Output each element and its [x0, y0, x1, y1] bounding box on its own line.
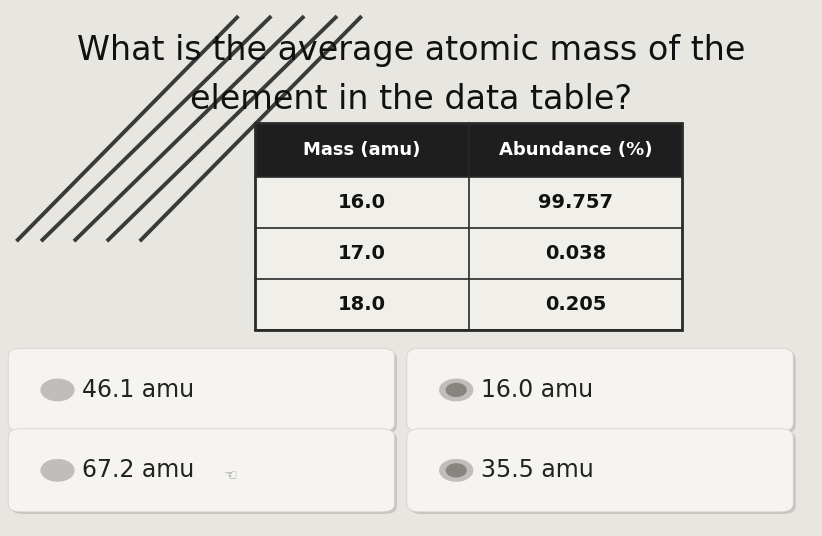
Circle shape [440, 460, 473, 481]
Text: 18.0: 18.0 [338, 295, 386, 314]
Text: 35.5 amu: 35.5 amu [481, 458, 593, 482]
Text: 67.2 amu: 67.2 amu [82, 458, 195, 482]
Circle shape [440, 379, 473, 401]
FancyBboxPatch shape [255, 123, 682, 177]
Circle shape [446, 464, 466, 477]
FancyBboxPatch shape [409, 351, 796, 434]
Text: 99.757: 99.757 [538, 193, 613, 212]
Circle shape [41, 460, 74, 481]
Text: Mass (amu): Mass (amu) [303, 141, 420, 159]
Text: 16.0: 16.0 [338, 193, 386, 212]
FancyBboxPatch shape [11, 431, 397, 514]
FancyBboxPatch shape [407, 429, 793, 512]
FancyBboxPatch shape [11, 351, 397, 434]
FancyBboxPatch shape [8, 348, 395, 431]
Text: Abundance (%): Abundance (%) [499, 141, 652, 159]
FancyBboxPatch shape [409, 431, 796, 514]
Circle shape [446, 384, 466, 397]
Text: 0.205: 0.205 [545, 295, 606, 314]
Text: 0.038: 0.038 [545, 244, 606, 263]
FancyBboxPatch shape [407, 348, 793, 431]
Text: What is the average atomic mass of the: What is the average atomic mass of the [76, 34, 746, 68]
Circle shape [41, 379, 74, 401]
FancyBboxPatch shape [255, 123, 682, 330]
Text: 46.1 amu: 46.1 amu [82, 378, 194, 402]
Text: 16.0 amu: 16.0 amu [481, 378, 593, 402]
Text: ☜: ☜ [224, 468, 237, 483]
FancyBboxPatch shape [8, 429, 395, 512]
Text: element in the data table?: element in the data table? [190, 83, 632, 116]
Text: 17.0: 17.0 [338, 244, 386, 263]
